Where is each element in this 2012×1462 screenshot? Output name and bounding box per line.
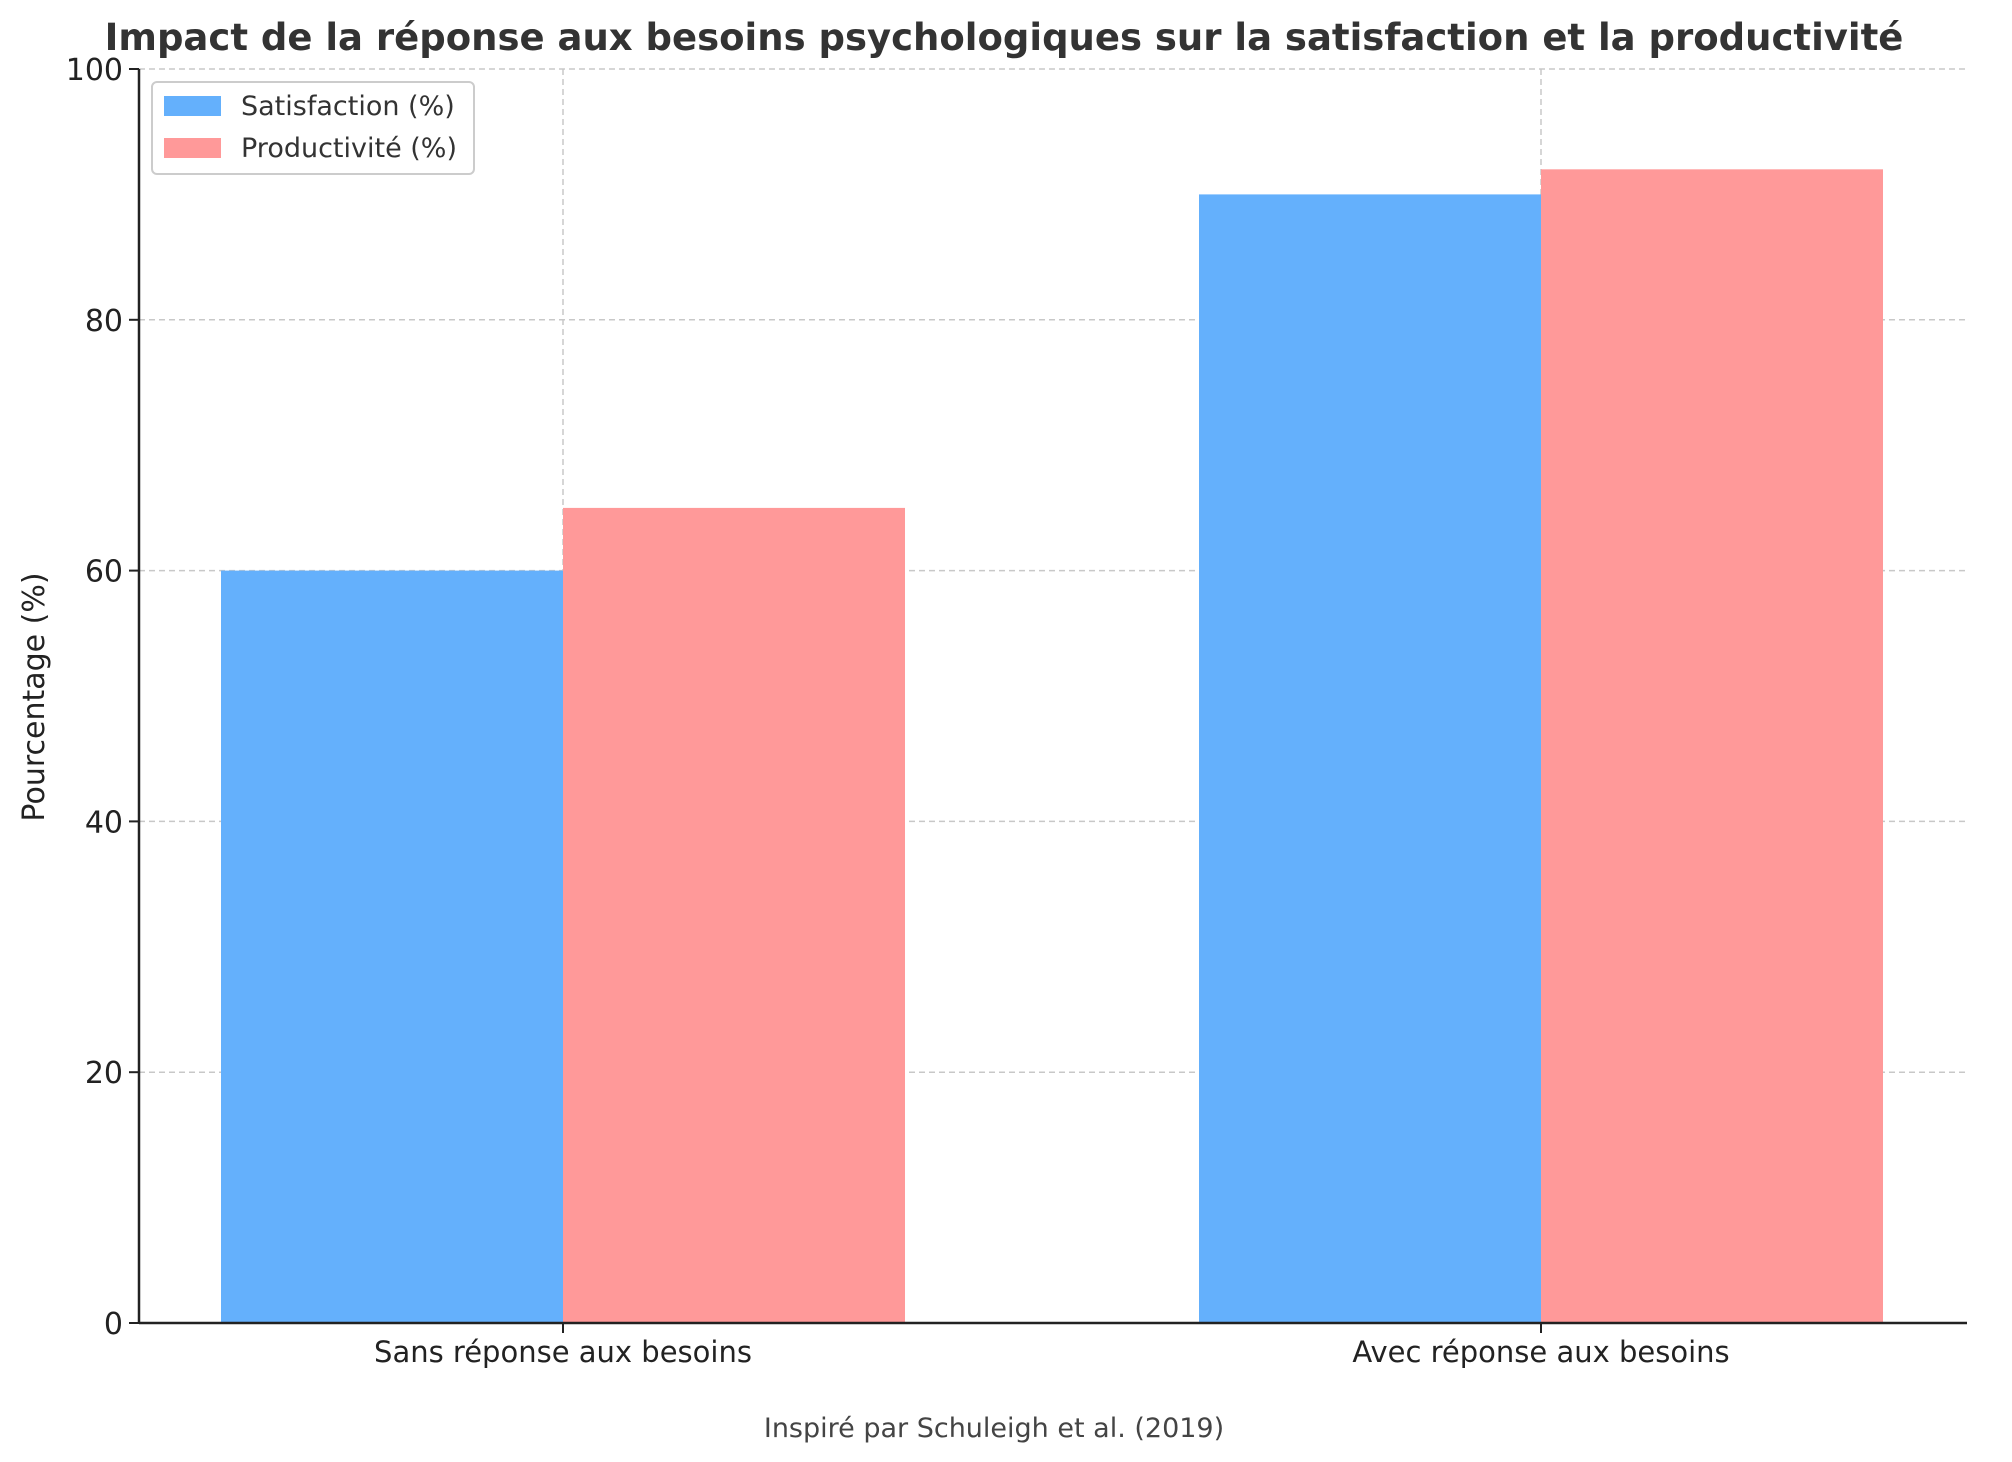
chart-caption: Inspiré par Schuleigh et al. (2019) (764, 1413, 1224, 1444)
x-tick-label: Sans réponse aux besoins (374, 1335, 752, 1369)
y-tick-label: 80 (85, 304, 123, 339)
y-tick-label: 0 (104, 1307, 123, 1342)
legend-swatch (164, 138, 221, 158)
y-ticks: 0 20 40 60 80 100 (66, 53, 139, 1342)
y-axis-label: Pourcentage (%) (17, 572, 52, 821)
y-tick-label: 40 (85, 805, 123, 840)
legend-frame (151, 81, 475, 175)
bars (221, 169, 1883, 1323)
x-tick-label: Avec réponse aux besoins (1352, 1335, 1729, 1369)
legend-label: Satisfaction (%) (241, 91, 455, 122)
y-tick-label: 100 (66, 53, 123, 88)
bar-satisfaction-1 (1199, 194, 1541, 1323)
axes (137, 69, 1967, 1325)
legend-entries: Satisfaction (%) Productivité (%) (164, 91, 457, 164)
legend-label: Productivité (%) (241, 133, 457, 164)
bar-productivite-0 (563, 507, 905, 1323)
legend-swatch (164, 96, 221, 116)
y-tick-label: 60 (85, 555, 123, 590)
bar-productivite-1 (1541, 169, 1883, 1323)
bar-satisfaction-0 (221, 570, 563, 1323)
legend: Satisfaction (%) Productivité (%) (151, 81, 475, 175)
x-ticks: Sans réponse aux besoins Avec réponse aux… (374, 1323, 1730, 1369)
chart-title: Impact de la réponse aux besoins psychol… (105, 16, 1904, 59)
y-tick-label: 20 (85, 1056, 123, 1091)
